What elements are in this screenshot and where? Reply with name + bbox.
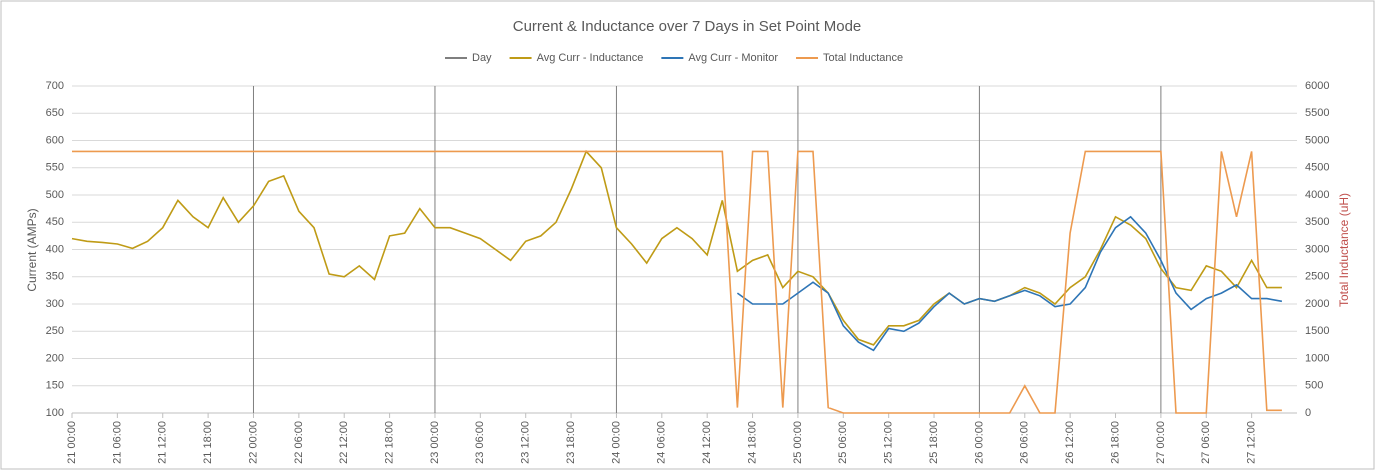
y2-tick-label: 5000: [1305, 134, 1329, 146]
x-tick-label: 24 00:00: [610, 421, 622, 464]
y2-tick-label: 500: [1305, 380, 1323, 392]
y2-tick-label: 4000: [1305, 189, 1329, 201]
y2-tick-label: 2500: [1305, 271, 1329, 283]
y-tick-label: 450: [46, 216, 64, 228]
y-tick-label: 400: [46, 243, 64, 255]
chart-title: Current & Inductance over 7 Days in Set …: [513, 18, 862, 35]
series-line: [71, 149, 1282, 346]
y-tick-label: 550: [46, 162, 64, 174]
x-tick-label: 22 12:00: [338, 421, 350, 464]
series-line: [72, 150, 1282, 414]
x-tick-label: 22 18:00: [383, 421, 395, 464]
y2-axis-title: Total Inductance (uH): [1337, 193, 1351, 307]
x-tick-label: 27 00:00: [1155, 421, 1167, 464]
y2-tick-label: 4500: [1305, 162, 1329, 174]
x-tick-label: 24 18:00: [746, 421, 758, 464]
y2-tick-label: 3500: [1305, 216, 1329, 228]
y2-tick-label: 3000: [1305, 243, 1329, 255]
y-tick-label: 200: [46, 352, 64, 364]
series-line: [736, 215, 1283, 352]
x-tick-label: 26 12:00: [1064, 421, 1076, 464]
legend-label: Day: [472, 52, 492, 64]
y-tick-label: 700: [46, 80, 64, 92]
x-tick-label: 21 00:00: [66, 421, 78, 464]
y2-tick-label: 5500: [1305, 107, 1329, 119]
x-tick-label: 24 12:00: [701, 421, 713, 464]
legend-label: Total Inductance: [823, 52, 903, 64]
x-tick-label: 21 12:00: [157, 421, 169, 464]
x-tick-label: 23 18:00: [565, 421, 577, 464]
y-tick-label: 100: [46, 407, 64, 419]
x-tick-label: 27 12:00: [1246, 421, 1258, 464]
y2-tick-label: 6000: [1305, 80, 1329, 92]
x-tick-label: 22 06:00: [293, 421, 305, 464]
x-tick-label: 23 12:00: [520, 421, 532, 464]
y-tick-label: 150: [46, 380, 64, 392]
x-tick-label: 22 00:00: [247, 421, 259, 464]
x-tick-label: 25 06:00: [837, 421, 849, 464]
x-tick-label: 25 18:00: [928, 421, 940, 464]
y-tick-label: 250: [46, 325, 64, 337]
x-tick-label: 26 06:00: [1019, 421, 1031, 464]
x-tick-label: 23 00:00: [429, 421, 441, 464]
x-tick-label: 24 06:00: [656, 421, 668, 464]
x-tick-label: 26 00:00: [973, 421, 985, 464]
x-tick-label: 25 00:00: [792, 421, 804, 464]
y2-tick-label: 1000: [1305, 352, 1329, 364]
y2-tick-label: 1500: [1305, 325, 1329, 337]
y2-tick-label: 2000: [1305, 298, 1329, 310]
y-tick-label: 500: [46, 189, 64, 201]
y-tick-label: 350: [46, 271, 64, 283]
y2-tick-label: 0: [1305, 407, 1311, 419]
x-tick-label: 23 06:00: [474, 421, 486, 464]
legend-label: Avg Curr - Inductance: [537, 52, 644, 64]
x-tick-label: 26 18:00: [1109, 421, 1121, 464]
y-tick-label: 300: [46, 298, 64, 310]
y-axis-title: Current (AMPs): [25, 208, 39, 291]
x-tick-label: 21 06:00: [111, 421, 123, 464]
legend-label: Avg Curr - Monitor: [688, 52, 778, 64]
x-tick-label: 21 18:00: [202, 421, 214, 464]
x-tick-label: 27 06:00: [1200, 421, 1212, 464]
x-tick-label: 25 12:00: [883, 421, 895, 464]
y-tick-label: 650: [46, 107, 64, 119]
y-tick-label: 600: [46, 134, 64, 146]
